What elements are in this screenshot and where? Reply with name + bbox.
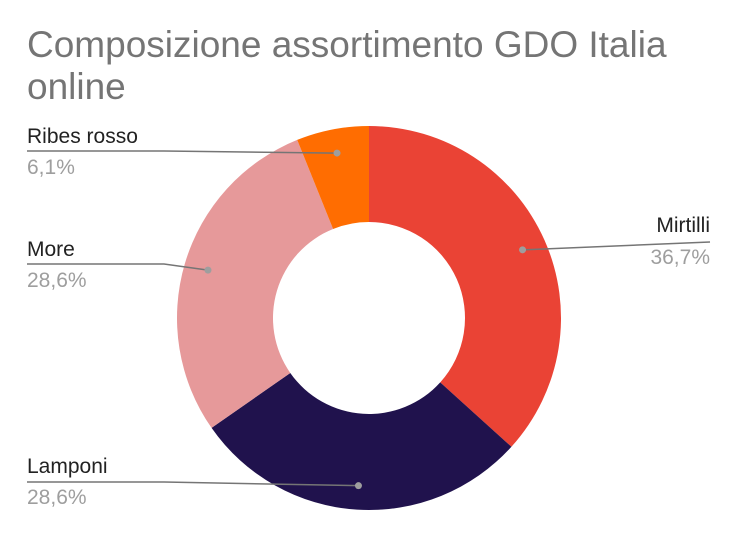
slice-label: Lamponi (27, 455, 108, 478)
slice-value-label: 28,6% (27, 269, 87, 292)
slice-ribes-rosso (297, 126, 369, 229)
leader-dot (333, 149, 341, 157)
chart-title: Composizione assortimento GDO Italia onl… (27, 24, 667, 107)
leader-dot (354, 482, 362, 490)
slice-value-label: 6,1% (27, 156, 75, 179)
leader-line (27, 150, 338, 154)
leader-line (27, 481, 359, 487)
leader-line (27, 263, 209, 271)
slice-label: Ribes rosso (27, 125, 138, 148)
leader-dot (204, 266, 212, 274)
slice-label: Mirtilli (656, 214, 710, 237)
leader-dot (519, 246, 527, 254)
slice-more (176, 139, 334, 428)
slice-lamponi (211, 372, 512, 511)
slice-value-label: 36,7% (650, 246, 710, 269)
slice-value-label: 28,6% (27, 486, 87, 509)
leader-line (522, 241, 711, 251)
slice-mirtilli (369, 126, 562, 447)
slice-label: More (27, 238, 75, 261)
